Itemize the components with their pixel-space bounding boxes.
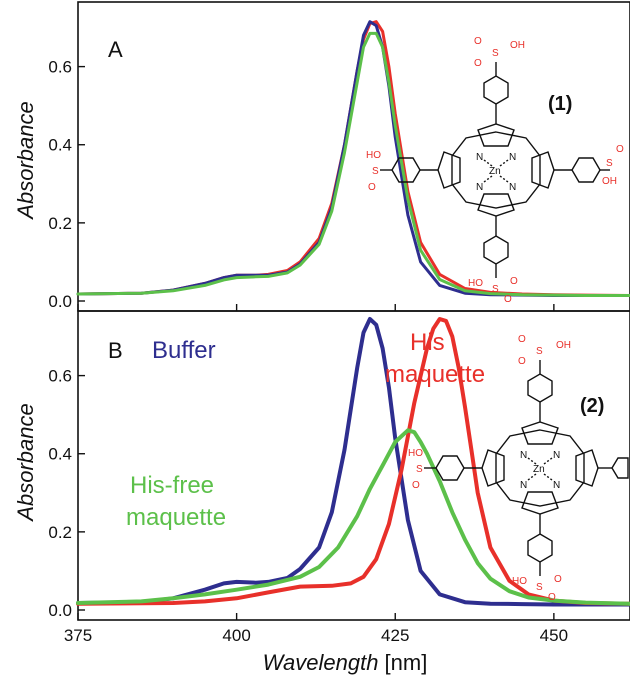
compound-1-n-top-right: N xyxy=(509,152,516,163)
compound-1-sulfo-top-oh: OH xyxy=(510,40,525,51)
compound-1-sulfo-right-o: O xyxy=(616,144,624,155)
porphyrin-core xyxy=(424,360,629,576)
compound-1-sulfo-right-s: S xyxy=(606,158,613,169)
compound-2-zn: Zn xyxy=(533,464,545,475)
annotation-his-line1: His xyxy=(410,329,445,356)
x-tick-label: 450 xyxy=(540,626,568,645)
panel-b-series-line-2 xyxy=(76,428,630,606)
compound-1-sulfo-bottom-o2: O xyxy=(504,294,512,305)
compound-1-sulfo-top-o1: O xyxy=(474,36,482,47)
panel-b-ytick-label: 0.0 xyxy=(48,601,72,620)
panel-a-ytick-label: 0.2 xyxy=(48,214,72,233)
x-tick-label: 425 xyxy=(381,626,409,645)
compound-2-sulfo-top-oh: OH xyxy=(556,340,571,351)
compound-1-sulfo-left-o: O xyxy=(368,182,376,193)
panel-b-series-line-0 xyxy=(76,317,630,607)
panel-b-ytick-label: 0.6 xyxy=(48,367,72,386)
compound-1-sulfo-bottom-ho: HO xyxy=(468,278,483,289)
compound-2-sulfo-left-ho: HO xyxy=(408,448,423,459)
x-tick-label: 375 xyxy=(64,626,92,645)
x-axis-title: Wavelength [nm] xyxy=(263,650,428,675)
annotation-hisfree-line1: His-free xyxy=(130,472,214,499)
compound-2-sulfo-left-s: S xyxy=(416,464,423,475)
compound-1-sulfo-bottom-o1: O xyxy=(510,276,518,287)
compound-2-sulfo-top-o1: O xyxy=(518,334,526,345)
panel-a-axes: 0.0 0.2 0.4 0.6 xyxy=(48,58,555,311)
panel-b-ytick-label: 0.4 xyxy=(48,445,72,464)
compound-2-sulfo-top-o2: O xyxy=(518,356,526,367)
panel-a-ylabel: Absorbance xyxy=(13,101,38,220)
compound-2-sulfo-bottom-ho: HO xyxy=(512,576,527,587)
compound-1-sulfo-left-s: S xyxy=(372,166,379,177)
compound-1-id: (1) xyxy=(548,93,572,115)
compound-2-n-bottom-right: N xyxy=(553,480,560,491)
panel-a-series-line-2 xyxy=(76,31,630,297)
compound-2-n-bottom-left: N xyxy=(520,480,527,491)
annotation-hisfree-line2: maquette xyxy=(126,504,226,531)
panel-a-series xyxy=(76,20,630,297)
panel-b-ytick-label: 0.2 xyxy=(48,523,72,542)
porphyrin-core xyxy=(380,62,610,278)
compound-2-n-top-right: N xyxy=(553,450,560,461)
panel-a-frame xyxy=(77,1,630,312)
panel-b-frame xyxy=(77,310,630,621)
panel-b-axes: 0.0 0.2 0.4 0.6 375 400 425 450 xyxy=(48,367,568,645)
compound-2-sulfo-bottom-o1: O xyxy=(554,574,562,585)
annotation-his-line2: maquette xyxy=(385,361,485,388)
panel-a-ytick-label: 0.6 xyxy=(48,58,72,77)
compound-2-sulfo-left-o: O xyxy=(412,480,420,491)
panel-a-ytick-label: 0.0 xyxy=(48,292,72,311)
panel-b-series-line-1 xyxy=(76,317,630,606)
compound-1-sulfo-top-s: S xyxy=(492,48,499,59)
x-axis-title-unit: [nm] xyxy=(378,650,427,675)
compound-2-sulfo-bottom-o2: O xyxy=(548,592,556,603)
compound-1-sulfo-left-ho: HO xyxy=(366,150,381,161)
panel-a-label: A xyxy=(108,37,123,62)
panel-b-label: B xyxy=(108,338,123,363)
compound-2-n-top-left: N xyxy=(520,450,527,461)
compound-1-structure: Zn N N N N S OH O O S HO O O S HO O S OH… xyxy=(366,36,624,305)
compound-1-sulfo-bottom-s: S xyxy=(492,284,499,295)
compound-1-sulfo-right-oh: OH xyxy=(602,176,617,187)
compound-2-id: (2) xyxy=(580,395,604,417)
compound-2-sulfo-top-s: S xyxy=(536,346,543,357)
annotation-buffer: Buffer xyxy=(152,337,216,364)
compound-1-n-top-left: N xyxy=(476,152,483,163)
panel-a-series-line-0 xyxy=(76,20,630,297)
compound-1-n-bottom-left: N xyxy=(476,182,483,193)
panel-a-series-line-1 xyxy=(76,20,630,297)
x-tick-label: 400 xyxy=(222,626,250,645)
panel-b-series xyxy=(76,317,630,607)
panel-b-ylabel: Absorbance xyxy=(13,403,38,522)
panel-a-ytick-label: 0.4 xyxy=(48,136,72,155)
compound-2-structure: Zn N N N N S OH O O S HO O O S HO O (2) xyxy=(408,334,629,603)
compound-1-n-bottom-right: N xyxy=(509,182,516,193)
compound-2-sulfo-bottom-s: S xyxy=(536,582,543,593)
compound-1-sulfo-top-o2: O xyxy=(474,58,482,69)
x-axis-title-main: Wavelength xyxy=(263,650,379,675)
compound-1-zn: Zn xyxy=(489,166,501,177)
